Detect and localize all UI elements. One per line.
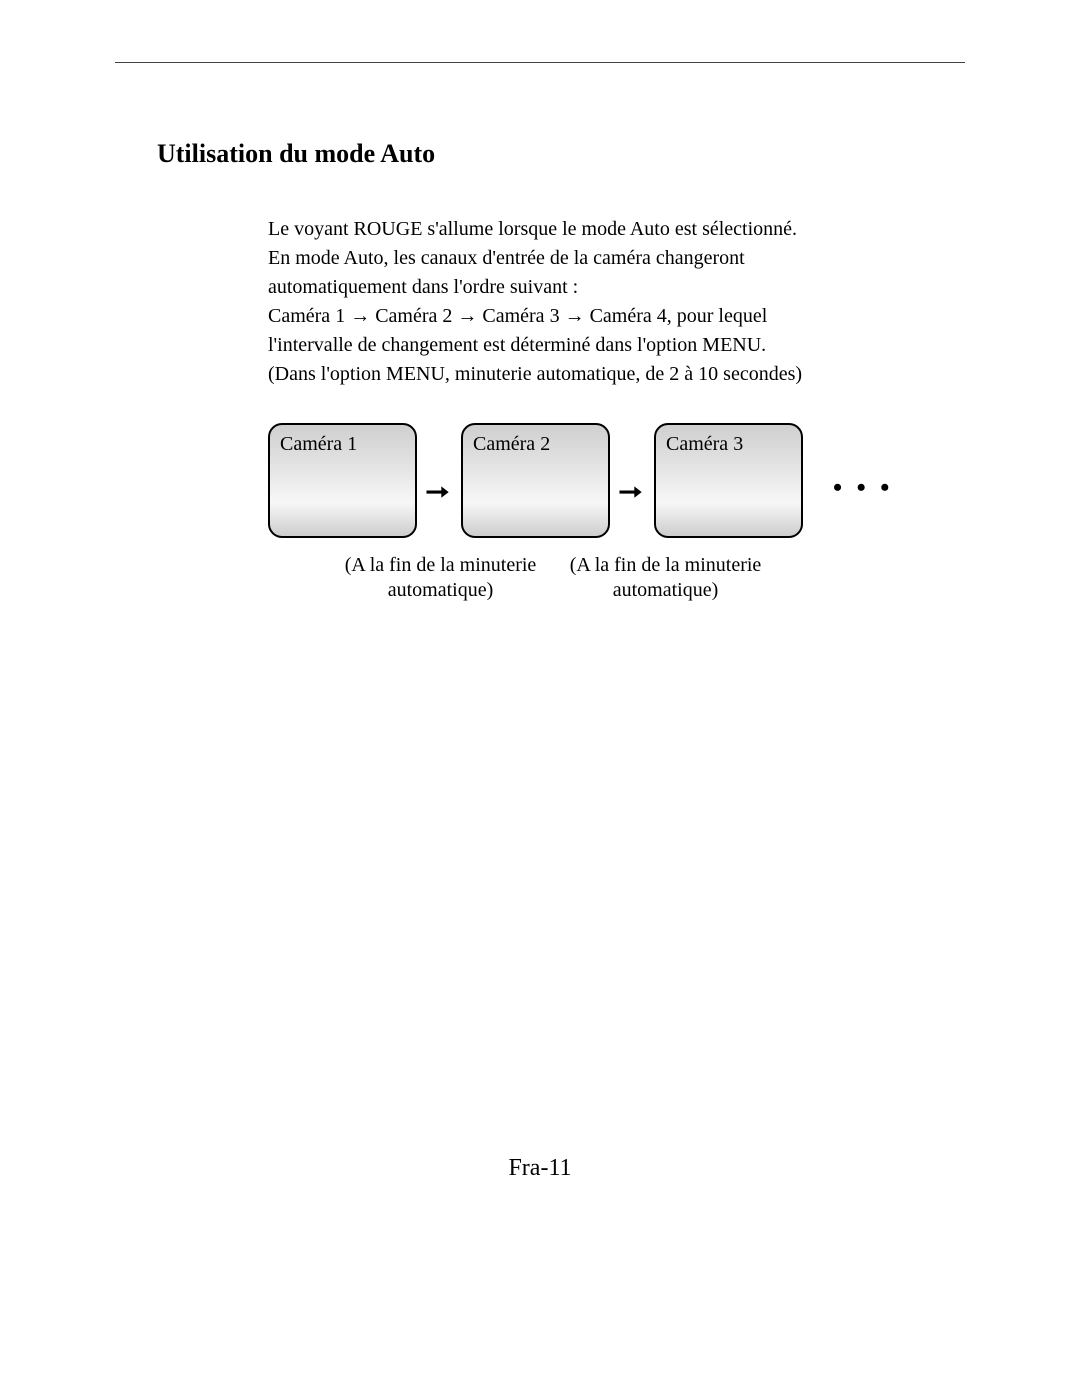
- arrow-icon: ➞: [618, 479, 641, 505]
- top-rule: [115, 62, 965, 63]
- arrow-icon: ➞: [425, 479, 448, 505]
- paragraph: Caméra 1 → Caméra 2 → Caméra 3 → Caméra …: [268, 302, 853, 360]
- page-number: Fra-11: [0, 1155, 1080, 1182]
- paragraph: En mode Auto, les canaux d'entrée de la …: [268, 244, 853, 302]
- camera-box-1: Caméra 1: [268, 423, 417, 538]
- diagram-caption: (A la fin de la minuterie automatique): [558, 553, 773, 603]
- camera-box-label: Caméra 2: [473, 433, 550, 456]
- caption-line: (A la fin de la minuterie: [570, 554, 762, 576]
- body-text: Le voyant ROUGE s'allume lorsque le mode…: [268, 215, 853, 389]
- camera-sequence-diagram: Caméra 1 ➞ Caméra 2 ➞ Caméra 3 • • • (A …: [268, 423, 988, 623]
- camera-box-label: Caméra 3: [666, 433, 743, 456]
- diagram-caption: (A la fin de la minuterie automatique): [333, 553, 548, 603]
- camera-box-3: Caméra 3: [654, 423, 803, 538]
- section-heading: Utilisation du mode Auto: [157, 139, 965, 169]
- caption-line: (A la fin de la minuterie: [345, 554, 537, 576]
- caption-line: automatique): [388, 579, 494, 601]
- camera-box-label: Caméra 1: [280, 433, 357, 456]
- page: Utilisation du mode Auto Le voyant ROUGE…: [0, 0, 1080, 1378]
- camera-box-2: Caméra 2: [461, 423, 610, 538]
- paragraph: (Dans l'option MENU, minuterie automatiq…: [268, 360, 853, 389]
- ellipsis-icon: • • •: [833, 473, 893, 503]
- paragraph: Le voyant ROUGE s'allume lorsque le mode…: [268, 215, 853, 244]
- caption-line: automatique): [613, 579, 719, 601]
